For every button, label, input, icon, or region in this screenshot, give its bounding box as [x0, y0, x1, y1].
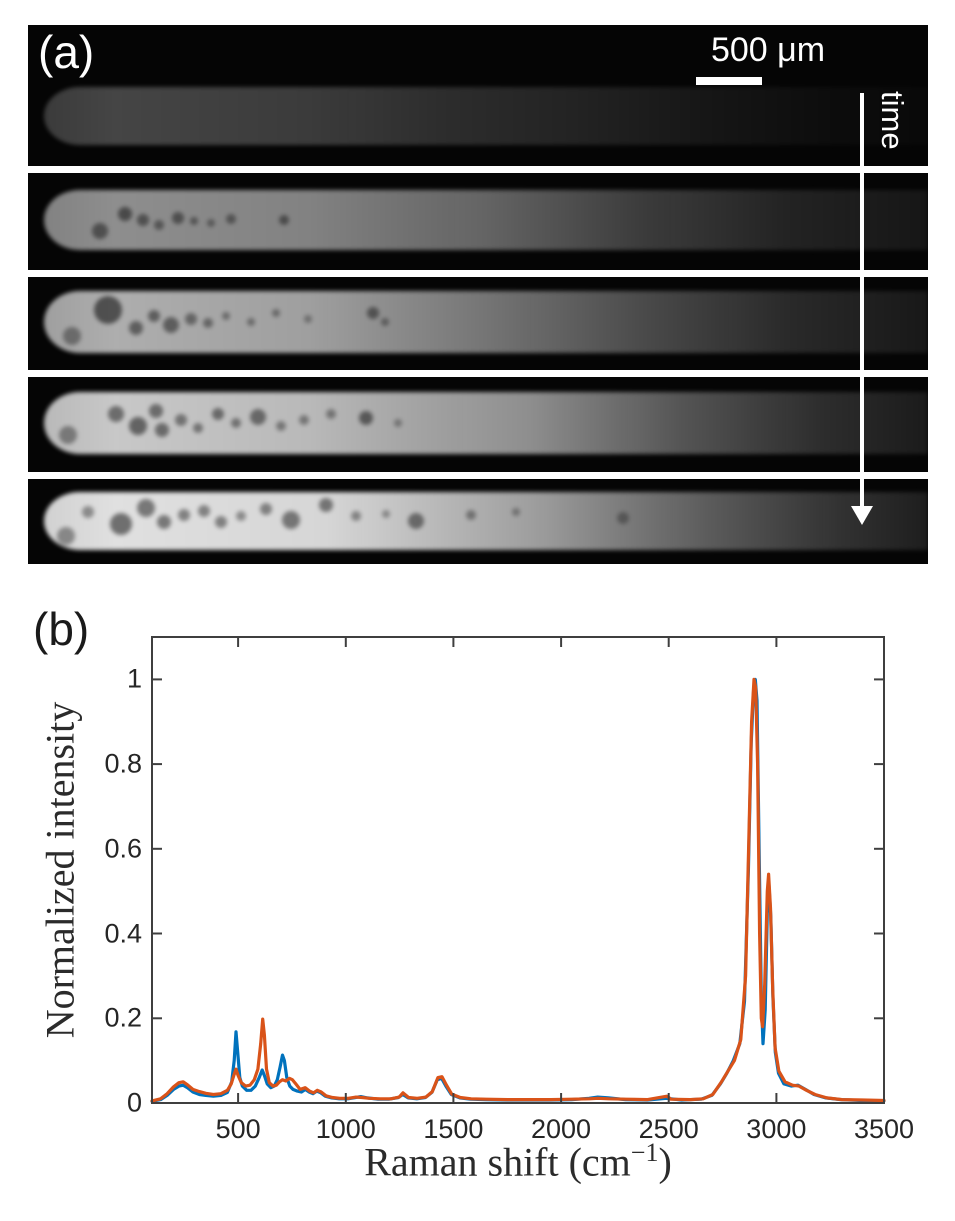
bubble: [94, 295, 122, 324]
bubble: [157, 515, 171, 530]
x-axis-label: Raman shift (cm−1): [364, 1138, 672, 1185]
bubble: [154, 219, 164, 230]
bubble: [326, 408, 336, 419]
bubble: [178, 509, 190, 522]
bubble: [299, 414, 309, 425]
bubble: [110, 512, 132, 535]
y-tick-label: 0.8: [104, 748, 142, 779]
bubble: [190, 217, 198, 226]
bubble: [148, 309, 160, 322]
x-tick-label: 2500: [638, 1114, 699, 1144]
bubble: [512, 508, 520, 517]
bubble: [466, 510, 476, 521]
bubble: [382, 510, 390, 519]
panel-b-label: (b): [33, 603, 90, 655]
spectrum-line-orange: [150, 677, 886, 1103]
bubble: [149, 403, 163, 418]
bubble: [359, 411, 373, 426]
bubble: [92, 222, 108, 239]
bubble: [172, 211, 184, 224]
scale-bar-label: 500 μm: [710, 31, 826, 69]
bubble: [175, 413, 187, 426]
x-tick-label: 1000: [315, 1114, 376, 1144]
panel-a-micrographs: (a) 500 μm time: [28, 25, 928, 564]
bubble: [351, 511, 361, 522]
x-axis-label-close: ): [658, 1139, 672, 1185]
bubble: [276, 421, 286, 432]
bubble: [250, 408, 266, 425]
bubble: [108, 405, 124, 422]
micrograph-frame: [28, 479, 928, 564]
x-tick-label: 2000: [531, 1114, 592, 1144]
bubble: [129, 417, 147, 436]
bubble: [408, 513, 424, 529]
bubble: [367, 306, 379, 319]
y-tick-label: 0.4: [104, 918, 142, 949]
bubble: [231, 418, 241, 428]
x-tick-label: 3000: [746, 1114, 807, 1144]
bubble: [304, 314, 312, 323]
scale-bar-line: [696, 77, 762, 85]
axes-box: [151, 636, 885, 1104]
bubble: [282, 510, 300, 529]
bubble: [617, 512, 629, 525]
bubble: [212, 407, 224, 420]
bubble: [226, 213, 236, 224]
bubble: [129, 321, 143, 336]
sample-blob: [44, 392, 928, 454]
bubble: [236, 511, 246, 522]
x-axis-label-text: Raman shift (cm: [364, 1139, 631, 1185]
y-tick-label: 0.6: [104, 833, 142, 864]
time-label: time: [875, 91, 910, 150]
bubble: [63, 326, 81, 345]
bubble: [163, 317, 179, 334]
y-tick-label: 1: [126, 663, 142, 694]
sample-blob: [44, 492, 928, 550]
x-tick-label: 1500: [423, 1114, 484, 1144]
bubble: [118, 207, 132, 221]
time-arrow-line: [860, 93, 864, 507]
bubble: [203, 318, 213, 329]
bubble: [222, 311, 230, 320]
time-arrow-head-icon: [851, 506, 873, 525]
micrograph-frame: [28, 173, 928, 270]
x-tick-label: 3500: [853, 1114, 915, 1144]
micrograph-frame: [28, 277, 928, 370]
sample-blob: [44, 190, 928, 250]
bubble: [272, 308, 280, 317]
bubble: [207, 219, 215, 227]
bubble: [260, 503, 272, 516]
micrograph-frame: [28, 25, 928, 166]
bubble: [57, 526, 75, 545]
micrograph-frame: [28, 377, 928, 472]
micrograph-stack: [28, 25, 928, 564]
bubble: [137, 499, 155, 518]
bubble: [198, 504, 210, 517]
spectra-plot: [150, 636, 886, 1104]
bubble: [193, 422, 203, 433]
bubble: [155, 423, 169, 438]
bubble: [247, 318, 255, 326]
bubble: [394, 419, 402, 427]
panel-a-label: (a): [38, 26, 95, 78]
bubble: [279, 215, 289, 225]
bubble: [59, 426, 77, 445]
bubble: [215, 516, 227, 529]
bubble: [381, 318, 389, 326]
bubble: [319, 497, 333, 512]
sample-blob: [44, 291, 928, 353]
y-tick-label: 0: [126, 1087, 142, 1118]
x-axis-label-exponent: −1: [630, 1138, 659, 1167]
x-tick-label: 500: [215, 1114, 261, 1144]
bubble: [82, 506, 94, 519]
sample-blob: [44, 87, 928, 145]
y-tick-label: 0.2: [104, 1002, 142, 1033]
bubble: [137, 214, 149, 226]
bubble: [185, 312, 197, 325]
panel-b-raman-chart: (b) Normalized intensity Raman shift (cm…: [0, 590, 955, 1221]
